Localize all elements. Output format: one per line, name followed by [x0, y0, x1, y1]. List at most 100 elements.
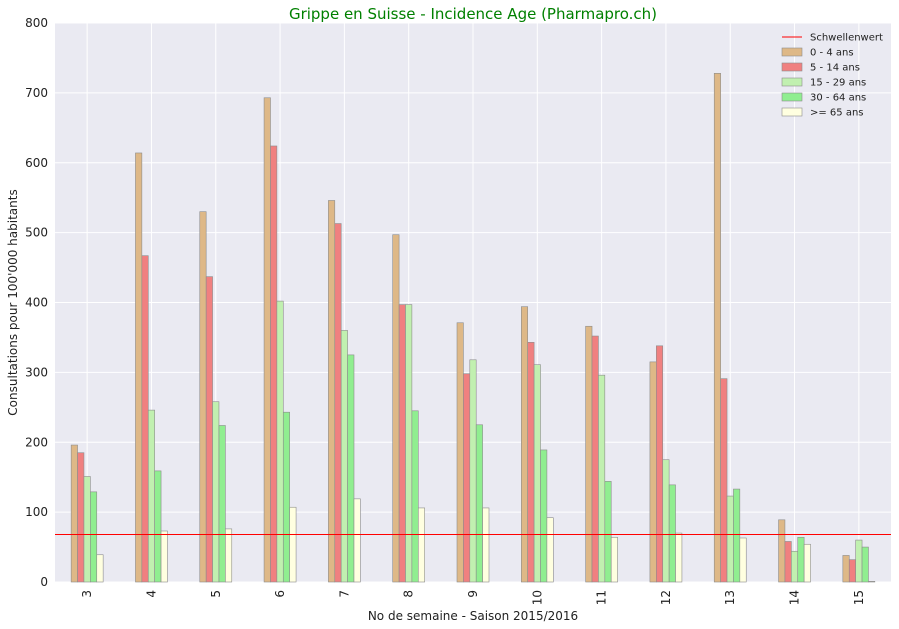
bar	[282, 411, 290, 583]
x-tick-label: 6	[273, 590, 287, 598]
x-tick-label: 15	[852, 590, 866, 605]
y-tick-label: 300	[25, 365, 48, 379]
y-tick-label: 100	[25, 505, 48, 519]
x-tick-label: 5	[209, 590, 223, 598]
bar	[848, 559, 856, 583]
y-tick-labels: 0 100 200 300 400 500 600 700 800	[25, 16, 48, 589]
bar	[791, 550, 799, 583]
bar	[533, 364, 541, 583]
bar	[720, 378, 728, 583]
bar	[70, 444, 78, 583]
x-tick-labels: 3 4 5 6 7 8 9 10 11 12 13 14 15	[80, 590, 866, 605]
y-tick-label: 200	[25, 435, 48, 449]
y-tick-label: 400	[25, 296, 48, 310]
bar	[797, 536, 805, 583]
chart-title: Grippe en Suisse - Incidence Age (Pharma…	[289, 5, 657, 23]
bars	[70, 73, 876, 583]
x-axis-label: No de semaine - Saison 2015/2016	[368, 609, 578, 623]
bar	[328, 200, 336, 583]
bar	[417, 507, 425, 583]
bar	[803, 543, 811, 583]
bar	[482, 507, 490, 583]
bar	[456, 322, 464, 583]
bar	[141, 255, 149, 583]
bar	[649, 361, 657, 583]
x-tick-label: 14	[788, 590, 802, 605]
bar	[868, 581, 876, 583]
bar	[276, 300, 284, 583]
bar	[610, 536, 618, 583]
bar	[398, 304, 406, 583]
x-tick-label: 12	[659, 590, 673, 605]
bar	[733, 488, 741, 583]
bar	[96, 554, 104, 583]
bar	[263, 97, 271, 583]
bar	[353, 498, 361, 583]
bar	[842, 555, 850, 583]
bar	[77, 452, 85, 583]
legend: Schwellenwert 0 - 4 ans 5 - 14 ans 15 - 29 …	[781, 33, 883, 119]
bar	[668, 484, 676, 583]
legend-swatch	[781, 47, 803, 57]
bar	[527, 342, 535, 583]
bar	[778, 519, 786, 583]
bar	[861, 546, 869, 583]
bar	[212, 401, 220, 583]
bar	[83, 476, 91, 583]
bar	[713, 73, 721, 583]
bar	[154, 470, 162, 583]
y-axis-label: Consultations pour 100'000 habitants	[6, 189, 20, 415]
legend-label: >= 65 ans	[810, 108, 864, 119]
bar	[546, 517, 554, 583]
legend-label: 15 - 29 ans	[810, 78, 866, 89]
bar	[585, 325, 593, 583]
bar	[218, 425, 226, 583]
y-tick-label: 800	[25, 16, 48, 30]
bar	[199, 211, 207, 583]
legend-swatch	[781, 92, 803, 102]
bar	[521, 306, 529, 583]
legend-label: 30 - 64 ans	[810, 93, 866, 104]
bar	[205, 276, 213, 583]
bar	[604, 481, 612, 583]
bar	[270, 145, 278, 583]
bar	[591, 335, 599, 583]
bar	[334, 223, 342, 583]
legend-label: 0 - 4 ans	[810, 48, 854, 59]
bar	[160, 530, 168, 583]
x-tick-label: 13	[723, 590, 737, 605]
bar	[411, 410, 419, 583]
legend-swatch	[781, 107, 803, 117]
legend-label: 5 - 14 ans	[810, 63, 860, 74]
x-tick-label: 10	[530, 590, 544, 605]
bar	[469, 359, 477, 583]
bar	[662, 459, 670, 583]
bar	[340, 330, 348, 583]
bar	[598, 374, 606, 583]
legend-swatch	[781, 62, 803, 72]
x-tick-label: 9	[466, 590, 480, 598]
y-tick-label: 500	[25, 226, 48, 240]
x-tick-label: 8	[402, 590, 416, 598]
bar	[225, 528, 233, 583]
y-tick-label: 0	[40, 575, 48, 589]
y-tick-label: 700	[25, 86, 48, 100]
y-tick-label: 600	[25, 156, 48, 170]
bar	[289, 506, 297, 583]
x-tick-label: 7	[337, 590, 351, 598]
bar	[347, 354, 355, 583]
x-tick-label: 4	[144, 590, 158, 598]
bar	[475, 424, 483, 583]
bar	[855, 539, 863, 583]
bar	[540, 449, 548, 583]
bar	[405, 304, 413, 583]
bar	[463, 373, 471, 583]
bar	[726, 495, 734, 583]
bar	[392, 234, 400, 583]
x-tick-label: 11	[595, 590, 609, 605]
bar	[147, 409, 155, 583]
bar	[675, 532, 683, 583]
legend-label: Schwellenwert	[810, 33, 883, 44]
bar	[90, 491, 98, 583]
